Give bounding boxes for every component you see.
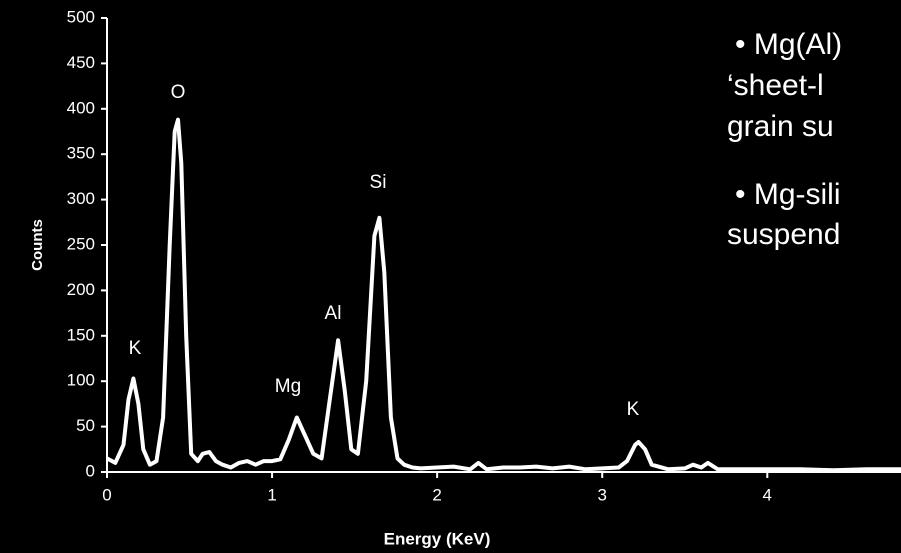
y-tick-label: 300 bbox=[67, 189, 95, 208]
x-tick-label: 1 bbox=[267, 485, 276, 504]
y-tick-label: 50 bbox=[76, 416, 95, 435]
y-tick-label: 200 bbox=[67, 280, 95, 299]
peak-label: K bbox=[129, 338, 142, 359]
slide-text: • Mg(Al) bbox=[735, 28, 842, 61]
peak-label: K bbox=[627, 399, 640, 420]
slide-text: • Mg-sili bbox=[735, 178, 841, 211]
x-axis-title: Energy (KeV) bbox=[384, 529, 491, 548]
slide-text: ‘sheet-l bbox=[727, 69, 824, 102]
x-tick-label: 3 bbox=[597, 485, 606, 504]
peak-label: O bbox=[171, 82, 186, 103]
y-axis-title: Counts bbox=[29, 219, 46, 271]
spectrum-line bbox=[106, 117, 901, 473]
y-tick-label: 250 bbox=[67, 234, 95, 253]
peak-label: Mg bbox=[275, 376, 301, 397]
y-tick-label: 450 bbox=[67, 53, 95, 72]
y-tick-label: 400 bbox=[67, 98, 95, 117]
y-tick-label: 0 bbox=[86, 461, 95, 480]
slide-text: suspend bbox=[727, 218, 840, 251]
slide-text: grain su bbox=[727, 110, 834, 143]
x-tick-label: 0 bbox=[102, 485, 111, 504]
y-tick-label: 350 bbox=[67, 144, 95, 163]
y-tick-label: 500 bbox=[67, 7, 95, 26]
y-tick-label: 100 bbox=[67, 371, 95, 390]
peak-label: Al bbox=[325, 303, 342, 324]
x-tick-label: 4 bbox=[763, 485, 772, 504]
peak-label: Si bbox=[370, 172, 387, 193]
x-tick-label: 2 bbox=[432, 485, 441, 504]
y-tick-label: 150 bbox=[67, 325, 95, 344]
